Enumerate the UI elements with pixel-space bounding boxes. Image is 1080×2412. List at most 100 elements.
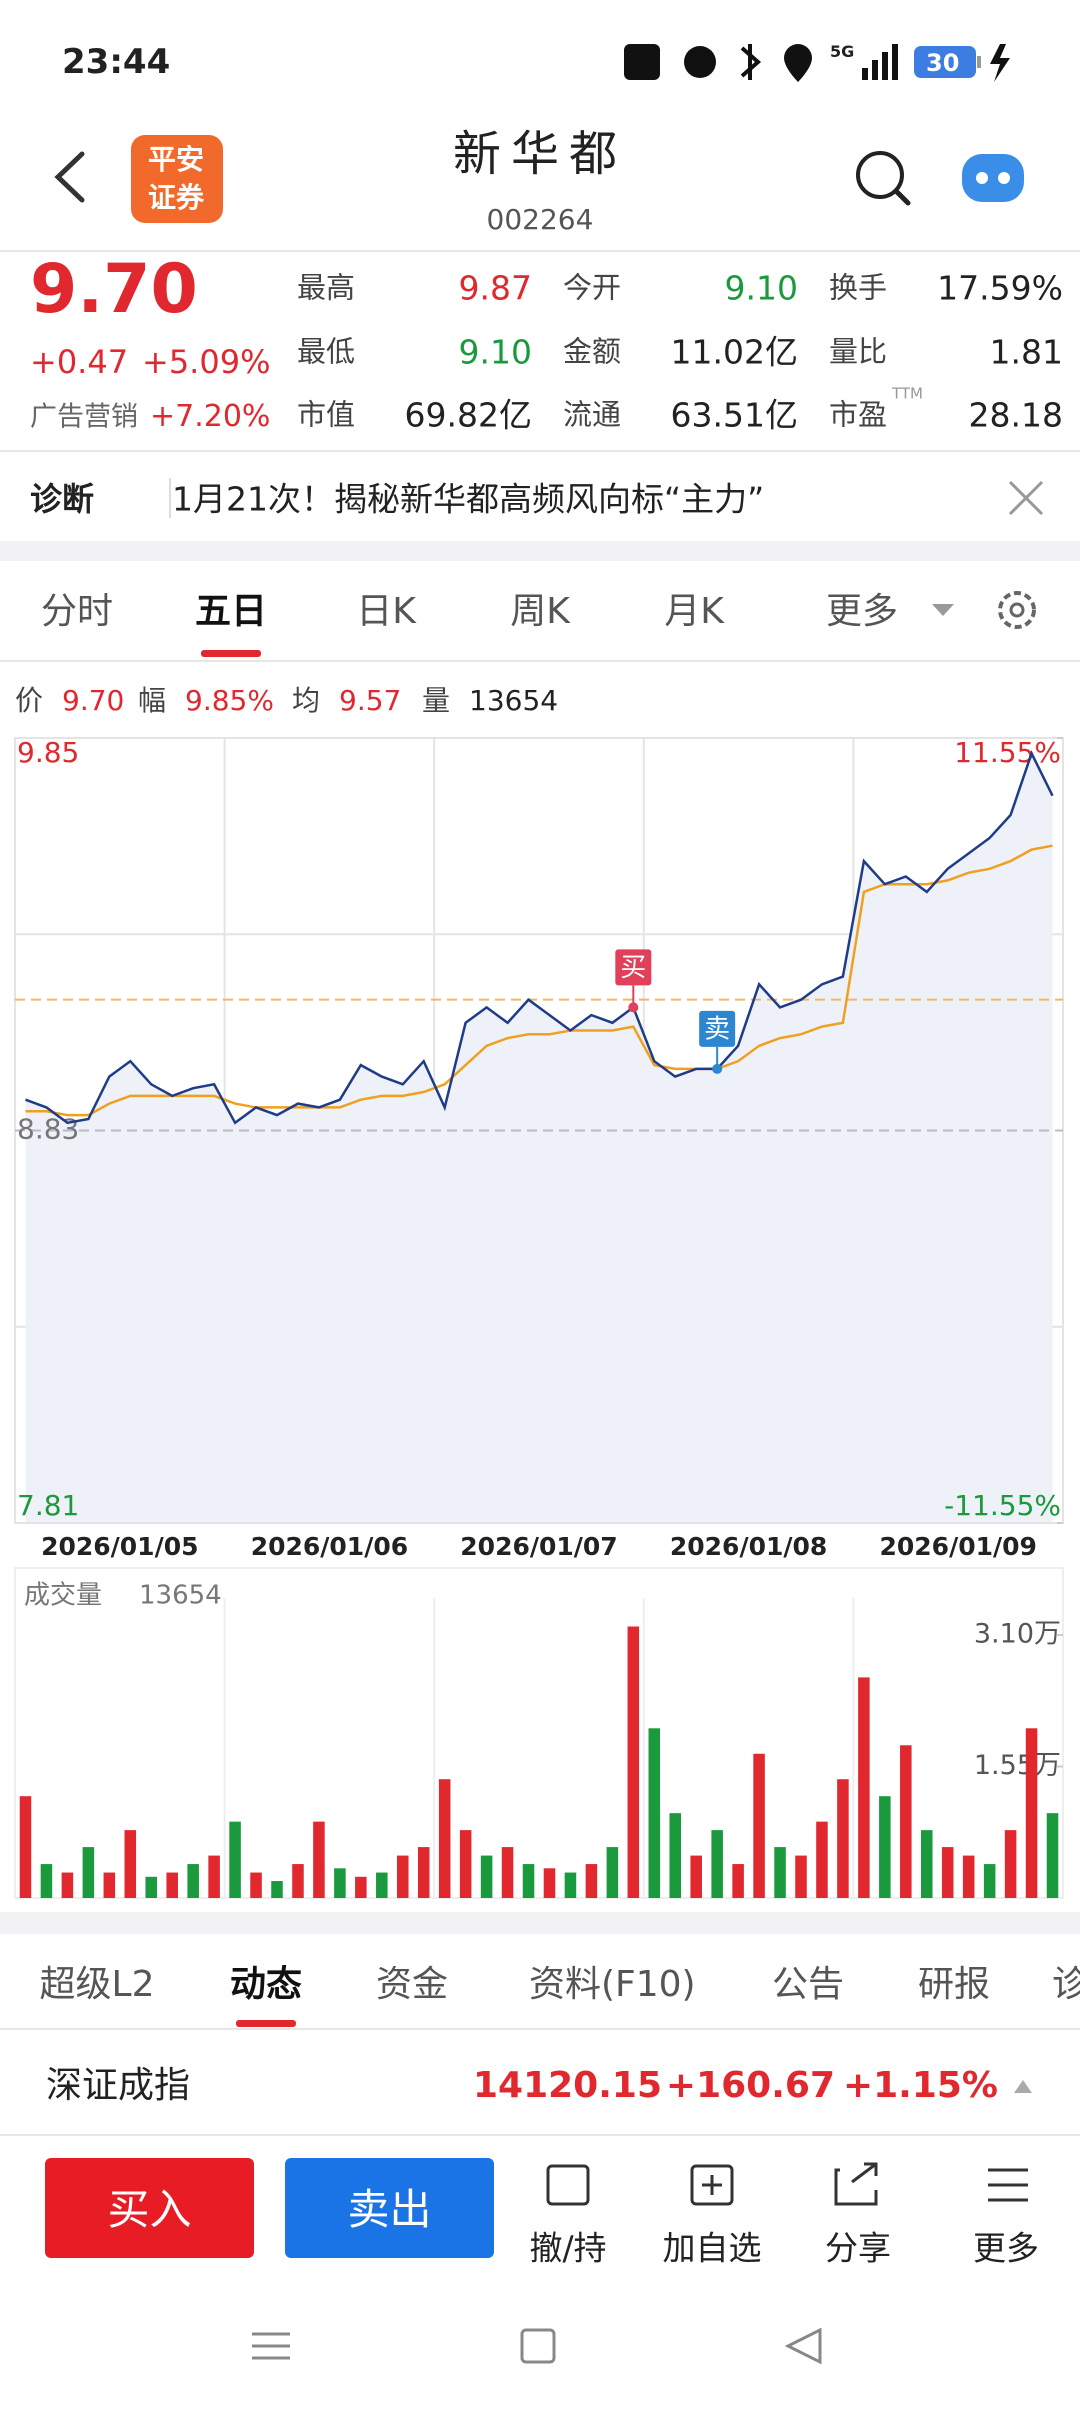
expand-triangle[interactable] — [1014, 2080, 1032, 2093]
stat-label: 量比 — [829, 334, 888, 369]
volume-bar — [774, 1847, 786, 1898]
volume-bar — [19, 1796, 32, 1898]
volume-tick-label: 3.10万 — [974, 1618, 1061, 1649]
divider — [0, 250, 1080, 252]
stat-value: 17.59% — [937, 268, 1063, 308]
info-value: 9.57 — [339, 684, 402, 717]
volume-bar — [690, 1855, 702, 1898]
tool-label[interactable]: 撤/持 — [529, 2228, 607, 2268]
volume-bar — [962, 1855, 975, 1898]
stat-label: 市盈 — [829, 397, 888, 432]
logo-text: 证券 — [148, 181, 205, 214]
stat-label: 今开 — [563, 270, 622, 305]
search-button[interactable] — [856, 151, 904, 199]
volume-bar — [837, 1779, 849, 1898]
tool-label[interactable]: 加自选 — [662, 2228, 762, 2268]
divider — [0, 660, 1080, 662]
info-label: 幅 — [138, 684, 167, 717]
volume-bar — [229, 1821, 241, 1898]
stock-name: 新华都 — [452, 126, 627, 182]
info-tab[interactable]: 超级L2 — [39, 1964, 155, 2005]
stat-value: 28.18 — [968, 395, 1063, 435]
volume-title: 成交量 — [24, 1581, 102, 1611]
signal-bar — [872, 60, 878, 80]
trade-point — [712, 1063, 723, 1074]
info-value: 13654 — [469, 684, 559, 717]
volume-bar — [187, 1864, 199, 1898]
info-tab[interactable]: 公告 — [771, 1964, 844, 2005]
nav-menu[interactable] — [252, 2332, 290, 2360]
info-label: 均 — [292, 684, 321, 717]
volume-bar — [396, 1855, 409, 1898]
volume-bar — [711, 1830, 723, 1898]
hold-icon[interactable] — [546, 2164, 590, 2206]
close-notice[interactable] — [1008, 480, 1044, 516]
stat-value: 9.10 — [724, 268, 798, 308]
signal-bar — [882, 52, 888, 80]
stat-label: 最低 — [297, 334, 356, 369]
volume-bar — [61, 1872, 74, 1898]
stock-code: 002264 — [486, 203, 594, 236]
chart-tab[interactable]: 分时 — [40, 591, 113, 632]
info-tab[interactable]: 动态 — [229, 1964, 302, 2005]
index-change: +160.67 — [665, 2065, 835, 2106]
more-triangle — [932, 604, 954, 616]
notice-text[interactable]: 1月21次！揭秘新华都高频风向标“主力” — [172, 479, 765, 519]
chart-tab[interactable]: 月K — [664, 591, 724, 632]
tool-label[interactable]: 更多 — [973, 2228, 1039, 2268]
volume-bar — [585, 1864, 598, 1898]
nav-back[interactable] — [784, 2327, 822, 2365]
y-tick-label: 9.85 — [17, 736, 79, 769]
info-tab-underline — [236, 2020, 296, 2027]
signal-bar — [892, 44, 898, 80]
assistant-button[interactable] — [962, 154, 1024, 202]
stat-value: 1.81 — [989, 332, 1063, 372]
buy-button[interactable] — [45, 2158, 254, 2258]
info-label: 价 — [15, 684, 44, 717]
volume-bar — [355, 1876, 367, 1898]
stat-label: 最高 — [297, 270, 356, 305]
volume-bar — [250, 1872, 262, 1898]
chart-tab[interactable]: 周K — [510, 591, 570, 632]
chart-tab[interactable]: 日K — [356, 591, 416, 632]
info-tab[interactable]: 资金 — [375, 1964, 448, 2005]
nav-home[interactable] — [520, 2328, 556, 2364]
price-line — [25, 750, 1054, 1125]
settings-button[interactable] — [998, 591, 1036, 629]
volume-bar — [292, 1864, 304, 1898]
info-tab[interactable]: 资料(F10) — [529, 1964, 696, 2005]
x-tick-label: 2026/01/06 — [251, 1532, 408, 1561]
info-value: 9.85% — [185, 684, 274, 717]
signal-bar — [862, 68, 868, 80]
sell-label[interactable]: 卖出 — [347, 2185, 432, 2234]
pe-note: TTM — [892, 384, 924, 403]
tab-underline — [201, 650, 261, 657]
settings-center — [1009, 602, 1025, 618]
battery-tip — [977, 56, 981, 68]
notice-tag: 诊断 — [30, 480, 95, 518]
chart-tab[interactable]: 五日 — [194, 591, 267, 632]
watch-icon[interactable] — [690, 2164, 734, 2206]
volume-bar — [795, 1855, 807, 1898]
stat-label: 市值 — [297, 397, 356, 432]
trade-label: 买 — [620, 953, 646, 983]
volume-bar — [858, 1677, 870, 1898]
back-button[interactable] — [54, 151, 85, 203]
volume-bar — [166, 1872, 178, 1898]
divider — [0, 450, 1080, 452]
volume-bar — [900, 1745, 912, 1898]
share-icon[interactable] — [834, 2162, 878, 2206]
chart-tab[interactable]: 更多 — [825, 591, 898, 632]
charging-icon — [990, 44, 1010, 82]
y2-tick-label: -11.55% — [944, 1489, 1061, 1522]
volume-bar — [1004, 1830, 1017, 1898]
tool-label[interactable]: 分享 — [825, 2228, 891, 2268]
volume-bar — [669, 1813, 682, 1898]
info-tab[interactable]: 研报 — [917, 1964, 990, 2005]
info-tab[interactable]: 诊 — [1051, 1964, 1080, 2005]
more-icon[interactable] — [988, 2168, 1028, 2202]
sell-button[interactable] — [285, 2158, 494, 2258]
tool-icons — [546, 2162, 1028, 2206]
buy-label[interactable]: 买入 — [107, 2185, 192, 2234]
